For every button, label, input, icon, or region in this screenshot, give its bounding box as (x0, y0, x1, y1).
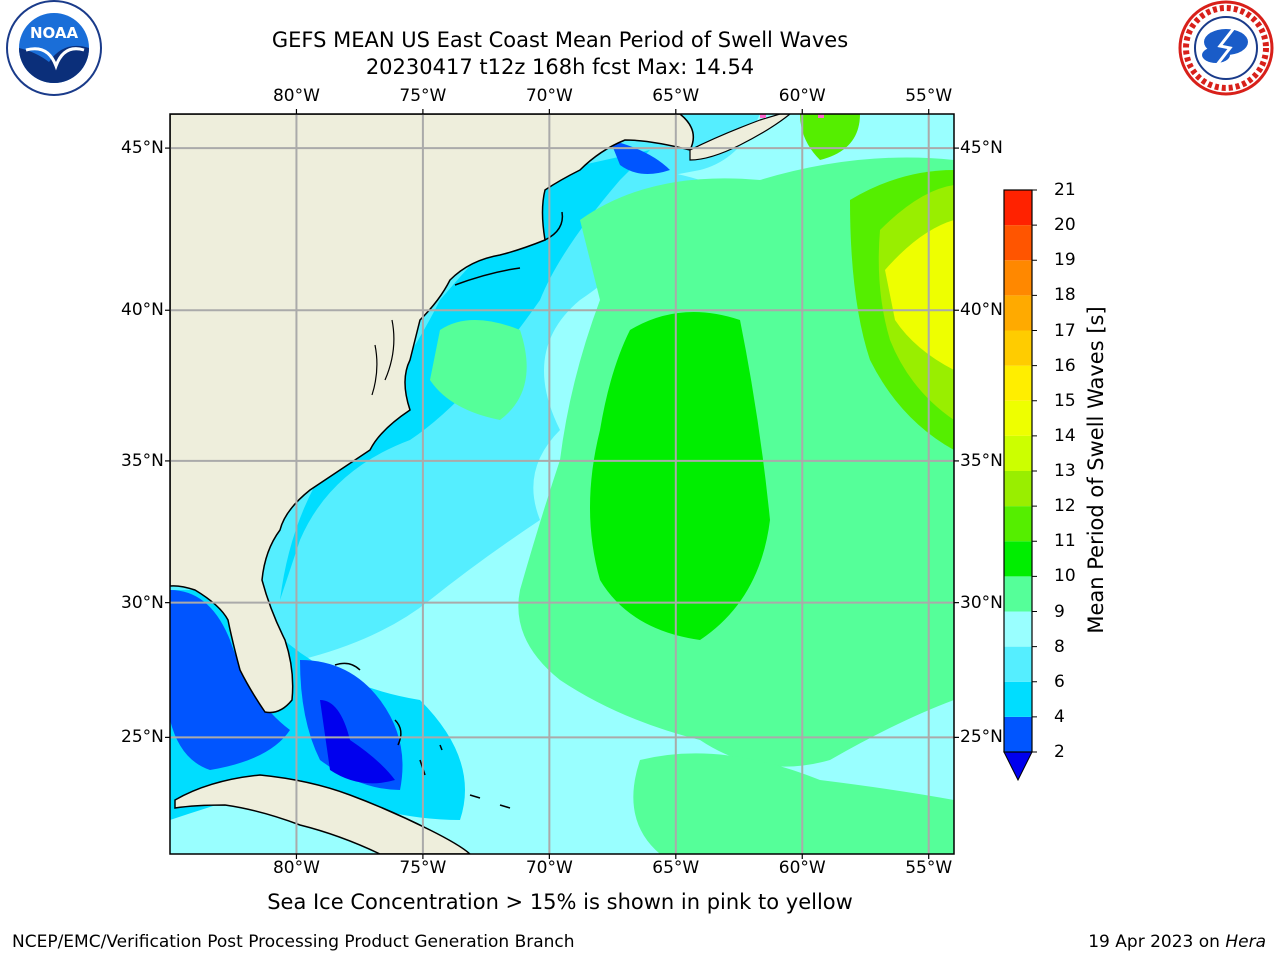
lon-label-bottom: 65°W (652, 858, 700, 878)
central-atlantic-9s (430, 320, 527, 420)
lat-label-left: 25°N (121, 727, 164, 748)
noaa-logo-text: NOAA (30, 24, 79, 42)
gulf-low-period (170, 590, 290, 770)
lat-label-right: 45°N (960, 138, 1003, 159)
lon-label-bottom: 70°W (525, 858, 573, 878)
cape-cod (544, 211, 564, 241)
colorbar-tick-label: 10 (1054, 566, 1076, 587)
map-frame (169, 113, 955, 855)
lat-label-right: 30°N (960, 592, 1003, 613)
lat-label-right: 40°N (960, 300, 1003, 321)
colorbar-segment (1004, 435, 1032, 471)
gridlines (170, 114, 954, 854)
colorbar-segment (1004, 646, 1032, 682)
colorbar-segment (1004, 541, 1032, 577)
lat-label-left: 40°N (121, 300, 164, 321)
colorbar-tick-label: 20 (1054, 215, 1076, 236)
axis-ticks (165, 109, 959, 859)
lon-label-top: 70°W (525, 86, 573, 106)
colorbar-tick-label: 6 (1054, 671, 1065, 692)
colorbar-tick-label: 11 (1054, 531, 1076, 552)
bahamas-min-period (320, 700, 395, 784)
lon-label-bottom: 60°W (778, 858, 826, 878)
colorbar-segment (1004, 506, 1032, 542)
northeast-max (885, 220, 954, 370)
colorbar-title: Mean Period of Swell Waves [s] (1084, 306, 1108, 634)
lon-label-bottom: 80°W (272, 858, 320, 878)
colorbar-tick-label: 17 (1054, 320, 1076, 341)
chesapeake-bay (371, 319, 395, 396)
colorbar-segment (1004, 260, 1032, 296)
lat-label-left: 45°N (121, 138, 164, 159)
central-atlantic-10s (590, 312, 770, 640)
colorbar-tick-label: 16 (1054, 355, 1076, 376)
colorbar-extend-arrow (1003, 751, 1033, 782)
colorbar-tick-label: 15 (1054, 390, 1076, 411)
colorbar-segment (1004, 295, 1032, 331)
colorbar-segment (1004, 716, 1032, 752)
colorbar-segment (1004, 365, 1032, 401)
footer-credit: NCEP/EMC/Verification Post Processing Pr… (12, 932, 575, 952)
colorbar-tick-label: 13 (1054, 461, 1076, 481)
colorbar-segment (1004, 190, 1032, 226)
map-subtitle: 20230417 t12z 168h fcst Max: 14.54 (365, 55, 755, 79)
colorbar-tick-label: 18 (1054, 285, 1076, 306)
footer-date-text: 19 Apr 2023 on (1088, 932, 1220, 952)
cuba-land (174, 774, 472, 854)
lon-label-top: 75°W (399, 86, 447, 106)
lon-label-top: 65°W (652, 86, 700, 106)
colorbar-tick-label: 4 (1054, 706, 1065, 727)
sea-ice-caption: Sea Ice Concentration > 15% is shown in … (267, 890, 853, 914)
colorbar-tick-label: 21 (1054, 180, 1076, 200)
lon-label-bottom: 75°W (399, 858, 447, 878)
southeast-9s (633, 753, 954, 854)
sea-ice-spot (818, 114, 824, 118)
sea-ice-spot (760, 114, 766, 118)
footer-host: Hera (1225, 932, 1266, 952)
colorbar-tick-label: 2 (1054, 742, 1065, 762)
colorbar-tick-label: 14 (1054, 425, 1076, 446)
lat-label-right: 35°N (960, 450, 1003, 471)
colorbar-segment (1004, 611, 1032, 647)
lat-label-right: 25°N (960, 727, 1003, 748)
colorbar-segment (1004, 471, 1032, 507)
colorbar-segment (1004, 681, 1032, 717)
lat-label-left: 30°N (121, 592, 164, 613)
bahamas-low-period (300, 660, 403, 790)
noaa-logo: NOAA (6, 0, 102, 96)
north-america-land (170, 114, 695, 714)
nws-logo (1178, 0, 1274, 96)
colorbar-tick-label: 9 (1054, 601, 1065, 622)
footer-date: 19 Apr 2023 on Hera (1088, 932, 1266, 952)
map-title: GEFS MEAN US East Coast Mean Period of S… (271, 28, 849, 52)
lon-label-top: 80°W (272, 86, 320, 106)
lat-label-left: 35°N (121, 450, 164, 471)
colorbar-segment (1004, 400, 1032, 436)
colorbar-segment (1004, 576, 1032, 612)
colorbar-tick-label: 19 (1054, 250, 1076, 271)
colorbar-segment (1004, 330, 1032, 366)
long-island (454, 267, 521, 286)
lon-label-bottom: 55°W (905, 858, 953, 878)
colorbar-segment (1004, 225, 1032, 261)
colorbar-tick-label: 12 (1054, 496, 1076, 517)
colorbar-tick-label: 8 (1054, 636, 1065, 657)
colorbar (1003, 189, 1037, 782)
lon-label-top: 55°W (905, 86, 953, 106)
lon-label-top: 60°W (778, 86, 826, 106)
